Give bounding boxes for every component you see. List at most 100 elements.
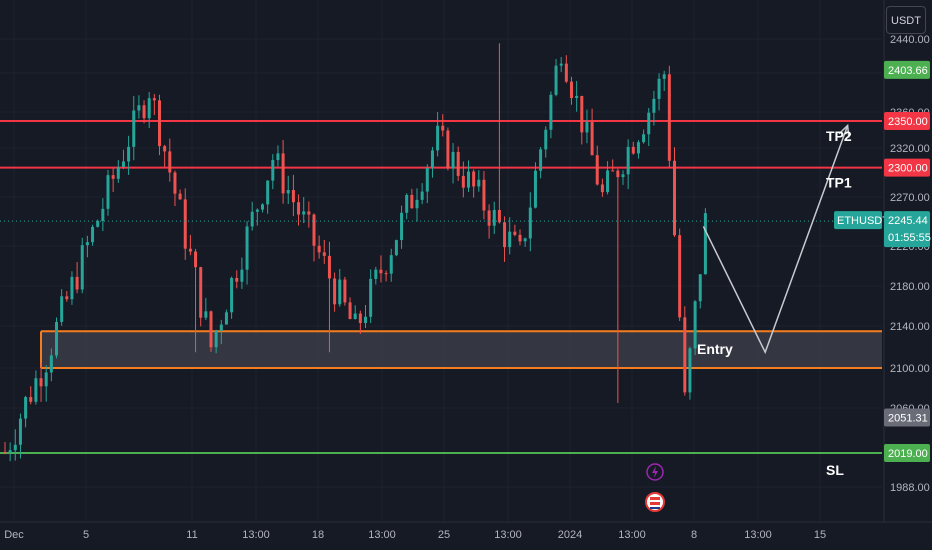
candle-body xyxy=(255,209,259,212)
candle-body xyxy=(214,330,218,348)
candle-body xyxy=(549,94,553,130)
candle-body xyxy=(80,245,84,290)
candle-body xyxy=(616,170,620,178)
tag-high-text: 2403.66 xyxy=(888,65,928,77)
candle-body xyxy=(127,146,131,162)
candle-body xyxy=(492,209,496,226)
candle-body xyxy=(312,214,316,246)
candle-body xyxy=(194,251,198,268)
tag-sl xyxy=(884,443,930,462)
candle-body xyxy=(281,153,285,194)
x-tick-label: 13:00 xyxy=(744,529,772,541)
candle-body xyxy=(369,278,373,317)
candle-body xyxy=(18,418,22,445)
candle-body xyxy=(420,191,424,200)
y-tick-label: 1988.00 xyxy=(890,482,930,494)
flag-stripe xyxy=(650,502,660,505)
candle-body xyxy=(441,125,445,131)
candle-body xyxy=(266,180,270,205)
candle-body xyxy=(49,355,53,373)
candle-body xyxy=(307,211,311,215)
candle-body xyxy=(497,209,501,223)
candle-body xyxy=(116,166,120,179)
projection-arrowhead xyxy=(838,123,850,138)
candle-body xyxy=(327,255,331,279)
tag-high xyxy=(884,60,930,79)
candle-body xyxy=(394,240,398,256)
candle-body xyxy=(199,267,203,318)
candle-body xyxy=(590,122,594,156)
tag-tp2-text: 2350.00 xyxy=(888,116,928,128)
candle-body xyxy=(528,207,532,239)
symbol-tag xyxy=(834,211,882,230)
x-tick-label: 13:00 xyxy=(494,529,522,541)
candle-body xyxy=(183,199,187,249)
x-tick-label: 25 xyxy=(438,529,450,541)
candle-body xyxy=(75,276,79,290)
candle-body xyxy=(271,160,275,181)
candle-body xyxy=(477,179,481,187)
candle-body xyxy=(224,312,228,325)
candle-body xyxy=(544,129,548,150)
candle-body xyxy=(204,311,208,318)
candle-body xyxy=(245,226,249,270)
lightning-glyph xyxy=(652,466,658,478)
candle-body xyxy=(430,150,434,168)
candle-body xyxy=(405,194,409,213)
candle-body xyxy=(286,189,290,194)
candle-body xyxy=(446,130,450,169)
candle-body xyxy=(508,231,512,248)
candle-body xyxy=(132,110,136,147)
candle-body xyxy=(642,134,646,143)
candle-body xyxy=(39,378,43,387)
tag-tp2 xyxy=(884,112,930,130)
candle-body xyxy=(317,245,321,253)
candle-body xyxy=(415,199,419,209)
candle-body xyxy=(585,122,589,133)
candle-body xyxy=(693,301,697,349)
lightning-icon[interactable] xyxy=(646,463,664,481)
candle-body xyxy=(302,211,306,215)
candle-body xyxy=(111,175,115,179)
candle-body xyxy=(683,317,687,393)
candle-body xyxy=(343,279,347,303)
symbol-tag-text: ETHUSDT.P xyxy=(837,215,898,227)
flag-canton xyxy=(650,507,660,509)
level-label-tp1: TP1 xyxy=(826,175,852,191)
candle-body xyxy=(523,238,527,242)
candle-body xyxy=(44,372,48,387)
candle-body xyxy=(425,167,429,192)
candle-body xyxy=(559,63,563,66)
candle-body xyxy=(595,155,599,185)
candle-body xyxy=(580,95,584,133)
candle-body xyxy=(333,278,337,305)
candle-body xyxy=(163,146,167,152)
y-tick-label: 2100.00 xyxy=(890,363,930,375)
x-tick-label: 2024 xyxy=(558,529,582,541)
candle-body xyxy=(554,65,558,95)
candle-body xyxy=(621,174,625,178)
currency-button[interactable]: USDT xyxy=(886,6,926,34)
candle-body xyxy=(467,171,470,188)
candle-body xyxy=(147,98,151,119)
candle-body xyxy=(389,255,393,274)
tag-sl-text: 2019.00 xyxy=(888,448,928,460)
candle-body xyxy=(518,234,522,242)
candle-body xyxy=(173,172,177,194)
candle-body xyxy=(410,194,414,209)
candle-body xyxy=(436,125,440,151)
tag-tp1-text: 2300.00 xyxy=(888,163,928,175)
candle-body xyxy=(230,277,234,313)
candle-body xyxy=(451,151,455,169)
candle-body xyxy=(652,98,656,113)
candle-body xyxy=(168,151,172,173)
countdown-text: 01:55:55 xyxy=(888,232,931,244)
candle-body xyxy=(158,100,161,147)
candle-body xyxy=(142,105,146,119)
candle-body xyxy=(235,277,239,282)
candle-body xyxy=(348,302,352,320)
candle-body xyxy=(65,296,69,300)
y-tick-label: 2270.00 xyxy=(890,192,930,204)
candle-body xyxy=(364,316,367,324)
